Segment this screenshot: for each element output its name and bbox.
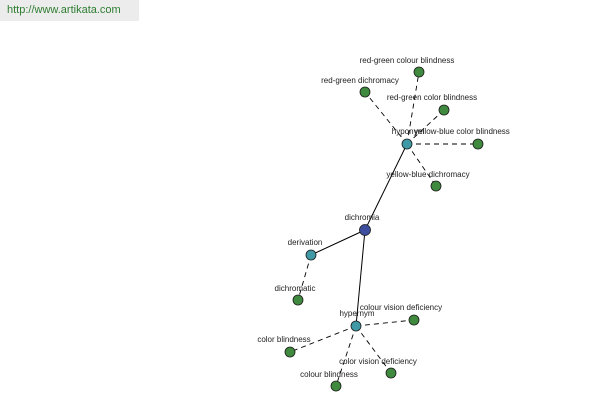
label-color-blindness[interactable]: color blindness <box>257 335 310 344</box>
label-hypernym[interactable]: hypernym <box>339 309 374 318</box>
label-red-green-color-blindness[interactable]: red-green color blindness <box>387 93 477 102</box>
edge-derivation-dichromatic <box>297 254 312 301</box>
node-dichromia[interactable] <box>359 224 371 236</box>
edge-hyponym-red-green-colour-blindness <box>406 71 420 145</box>
edge-hypernym-colour-blindness <box>335 325 357 387</box>
label-derivation[interactable]: derivation <box>288 238 323 247</box>
node-dichromatic[interactable] <box>292 294 304 306</box>
label-red-green-colour-blindness[interactable]: red-green colour blindness <box>360 56 455 65</box>
label-yellow-blue-color-blindness[interactable]: yellow-blue color blindness <box>414 127 510 136</box>
node-red-green-colour-blindness[interactable] <box>413 66 425 78</box>
label-dichromatic[interactable]: dichromatic <box>275 284 316 293</box>
edge-hyponym-yellow-blue-dichromacy <box>406 143 437 187</box>
edge-dichromia-hyponym <box>364 143 408 231</box>
edge-dichromia-derivation <box>310 229 366 256</box>
node-hypernym[interactable] <box>350 320 362 332</box>
node-colour-blindness[interactable] <box>330 380 342 392</box>
label-yellow-blue-dichromacy[interactable]: yellow-blue dichromacy <box>386 170 469 179</box>
edge-dichromia-hypernym <box>355 229 366 327</box>
url-link[interactable]: http://www.artikata.com <box>7 4 121 16</box>
node-color-vision-deficiency[interactable] <box>385 367 397 379</box>
label-colour-vision-deficiency[interactable]: colour vision deficiency <box>360 303 442 312</box>
node-red-green-color-blindness[interactable] <box>438 104 450 116</box>
edge-hyponym-red-green-dichromacy <box>364 91 408 145</box>
node-derivation[interactable] <box>305 249 317 261</box>
label-color-vision-deficiency[interactable]: color vision deficiency <box>339 357 417 366</box>
node-yellow-blue-color-blindness[interactable] <box>472 138 484 150</box>
url-banner: http://www.artikata.com <box>0 0 139 21</box>
edge-hypernym-color-vision-deficiency <box>355 325 392 374</box>
label-red-green-dichromacy[interactable]: red-green dichromacy <box>321 76 399 85</box>
label-dichromia[interactable]: dichromia <box>345 213 380 222</box>
label-hyponym[interactable]: hyponym <box>392 127 425 136</box>
node-color-blindness[interactable] <box>284 346 296 358</box>
node-red-green-dichromacy[interactable] <box>359 86 371 98</box>
node-colour-vision-deficiency[interactable] <box>408 314 420 326</box>
edge-hypernym-colour-vision-deficiency <box>355 319 415 327</box>
label-colour-blindness[interactable]: colour blindness <box>300 370 358 379</box>
node-yellow-blue-dichromacy[interactable] <box>430 180 442 192</box>
edge-hypernym-color-blindness <box>289 325 357 353</box>
node-hyponym[interactable] <box>401 138 413 150</box>
